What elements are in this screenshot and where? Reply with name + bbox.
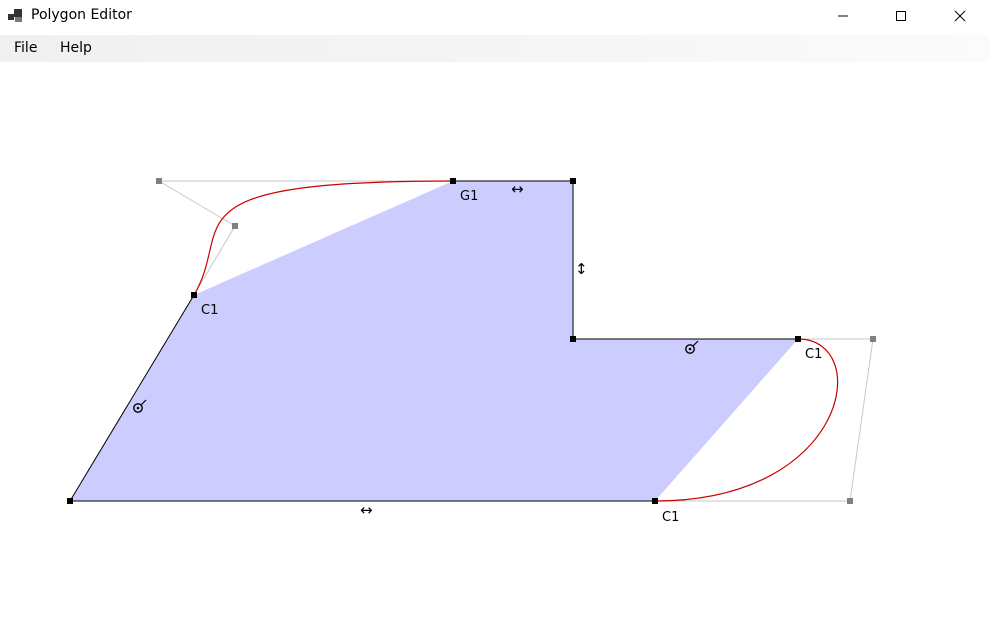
bezier-edge[interactable]	[654, 338, 839, 502]
maximize-icon	[896, 11, 906, 21]
vertex[interactable]	[67, 498, 73, 504]
vertex[interactable]	[450, 178, 456, 184]
close-button[interactable]	[937, 0, 983, 32]
menu-bar: File Help	[0, 35, 989, 62]
polygon-fill[interactable]	[70, 181, 798, 501]
maximize-button[interactable]	[878, 0, 924, 32]
window-title: Polygon Editor	[31, 7, 132, 23]
vertex-label-c1: C1	[805, 347, 822, 362]
control-point[interactable]	[156, 178, 162, 184]
vertex[interactable]	[570, 336, 576, 342]
horizontal-constraint-icon: ↔	[511, 180, 524, 198]
vertex[interactable]	[191, 292, 197, 298]
vertex-label-c1: C1	[662, 510, 679, 525]
minimize-icon	[838, 15, 848, 17]
polygon-edge[interactable]	[69, 294, 195, 502]
fixed-length-icon	[133, 399, 147, 413]
menu-help[interactable]: Help	[60, 40, 92, 56]
vertical-constraint-icon: ↕	[575, 260, 588, 278]
fixed-length-icon	[685, 340, 699, 354]
control-point[interactable]	[847, 498, 853, 504]
menu-file[interactable]: File	[14, 40, 38, 56]
control-line	[849, 338, 874, 502]
bezier-edge[interactable]	[193, 180, 454, 296]
polygon-canvas[interactable]: G1 C1 C1 C1 ↔ ↕ ↔	[0, 62, 989, 636]
close-icon	[954, 10, 966, 22]
control-line	[193, 225, 236, 296]
drawing-canvas[interactable]: G1 C1 C1 C1 ↔ ↕ ↔	[0, 62, 989, 636]
vertex[interactable]	[570, 178, 576, 184]
title-bar[interactable]: Polygon Editor	[0, 0, 989, 32]
vertex-label-c1: C1	[201, 303, 218, 318]
control-point[interactable]	[232, 223, 238, 229]
vertex[interactable]	[652, 498, 658, 504]
control-line	[158, 180, 236, 227]
control-point[interactable]	[870, 336, 876, 342]
horizontal-constraint-icon: ↔	[360, 501, 373, 519]
vertex[interactable]	[795, 336, 801, 342]
app-icon	[8, 9, 22, 22]
minimize-button[interactable]	[820, 0, 866, 32]
vertex-label-g1: G1	[460, 189, 478, 204]
